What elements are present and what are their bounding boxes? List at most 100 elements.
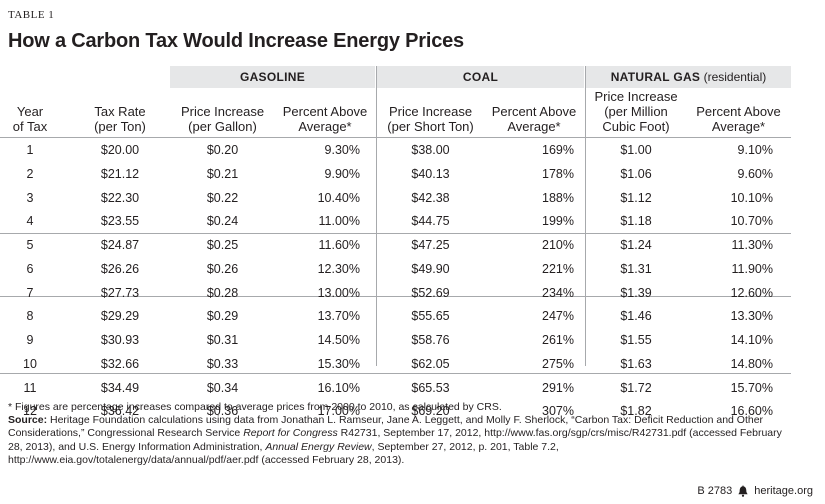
cell-natural-gas-percent: 16.60% bbox=[730, 404, 773, 419]
cell-coal-percent: 275% bbox=[542, 356, 574, 371]
cell-natural-gas-price: $1.82 bbox=[620, 404, 652, 419]
cell-gas-price: $0.34 bbox=[206, 380, 239, 395]
cell-gas-percent: 12.30% bbox=[317, 261, 360, 276]
footnote: * Figures are percentage increases compa… bbox=[8, 401, 502, 413]
cell-coal-price: $69.20 bbox=[411, 404, 450, 419]
header-natural-gas-price-line3: Cubic Foot) bbox=[602, 119, 670, 134]
cell-coal-percent: 234% bbox=[542, 285, 574, 300]
cell-natural-gas-price: $1.12 bbox=[620, 190, 652, 205]
cell-natural-gas-price: $1.72 bbox=[620, 380, 652, 395]
header-year-line1: Year bbox=[16, 104, 44, 119]
cell-natural-gas-price: $1.55 bbox=[620, 333, 652, 347]
header-natural-gas-percent-line1: Percent Above bbox=[696, 104, 781, 119]
group-gasoline-label: GASOLINE bbox=[239, 70, 306, 84]
cell-gas-percent: 13.70% bbox=[317, 309, 360, 324]
cell-tax-rate: $36.42 bbox=[100, 404, 140, 419]
credit-site: heritage.org bbox=[754, 485, 813, 497]
header-year-line2: of Tax bbox=[12, 119, 48, 134]
table-row: 6 $26.26 $0.26 12.30% $49.90 221% $1.31 11.90% bbox=[0, 258, 825, 282]
cell-gas-price: $0.22 bbox=[206, 190, 239, 205]
cell-gas-percent: 16.10% bbox=[317, 380, 360, 395]
cell-coal-price: $40.13 bbox=[411, 166, 450, 181]
cell-gas-percent: 13.00% bbox=[317, 285, 360, 300]
credit-code: B 2783 bbox=[697, 485, 733, 497]
cell-year: 8 bbox=[26, 309, 34, 324]
header-coal-price-line2: (per Short Ton) bbox=[387, 119, 474, 134]
table-row: 12 $36.42 $0.36 17.00% $69.20 307% $1.82 16.60% bbox=[0, 400, 825, 424]
cell-natural-gas-price: $1.24 bbox=[620, 238, 652, 252]
cell-gas-percent: 17.00% bbox=[317, 404, 360, 419]
header-tax-rate-line2: (per Ton) bbox=[94, 119, 146, 134]
cell-gas-price: $0.28 bbox=[206, 285, 239, 300]
cell-year: 4 bbox=[26, 214, 34, 229]
cell-gas-price: $0.25 bbox=[206, 238, 239, 252]
cell-year: 9 bbox=[26, 333, 34, 347]
header-gas-percent: Percent Above Average* bbox=[275, 92, 375, 134]
cell-tax-rate: $32.66 bbox=[100, 356, 140, 371]
cell-natural-gas-percent: 9.60% bbox=[737, 166, 773, 181]
cell-tax-rate: $20.00 bbox=[100, 143, 140, 157]
cell-natural-gas-price: $1.18 bbox=[620, 214, 652, 229]
header-tax-rate-line1: Tax Rate bbox=[94, 104, 146, 119]
header-gas-price: Price Increase (per Gallon) bbox=[170, 92, 275, 134]
header-coal-percent-line1: Percent Above bbox=[491, 104, 577, 119]
cell-coal-percent: 291% bbox=[542, 380, 574, 395]
cell-gas-price: $0.24 bbox=[206, 214, 239, 229]
cell-natural-gas-percent: 10.10% bbox=[730, 190, 773, 205]
cell-gas-percent: 15.30% bbox=[317, 356, 360, 371]
source-note: Source: Heritage Foundation calculations… bbox=[8, 414, 788, 468]
table-title: How a Carbon Tax Would Increase Energy P… bbox=[8, 30, 464, 52]
group-gasoline: GASOLINE bbox=[170, 66, 375, 88]
source-label: Source: bbox=[8, 414, 48, 426]
table-row: 3 $22.30 $0.22 10.40% $42.38 188% $1.12 10.10% bbox=[0, 187, 825, 211]
cell-year: 10 bbox=[23, 356, 37, 371]
cell-year: 7 bbox=[26, 285, 34, 300]
cell-coal-price: $62.05 bbox=[411, 356, 450, 371]
table-row: 11 $34.49 $0.34 16.10% $65.53 291% $1.72 15.70% bbox=[0, 377, 825, 401]
cell-tax-rate: $26.26 bbox=[100, 261, 140, 276]
table-row: 8 $29.29 $0.29 13.70% $55.65 247% $1.46 13.30% bbox=[0, 305, 825, 329]
cell-coal-percent: 307% bbox=[542, 404, 574, 419]
header-gas-price-line2: (per Gallon) bbox=[188, 119, 257, 134]
cell-gas-percent: 9.90% bbox=[324, 166, 360, 181]
cell-tax-rate: $34.49 bbox=[100, 380, 140, 395]
cell-natural-gas-percent: 15.70% bbox=[730, 380, 773, 395]
cell-coal-percent: 221% bbox=[542, 261, 574, 276]
header-tax-rate: Tax Rate (per Ton) bbox=[70, 92, 170, 134]
header-gas-price-line1: Price Increase bbox=[180, 104, 265, 119]
cell-tax-rate: $23.55 bbox=[100, 214, 140, 229]
cell-year: 1 bbox=[26, 143, 34, 157]
header-year: Year of Tax bbox=[0, 92, 60, 134]
header-coal-price: Price Increase (per Short Ton) bbox=[377, 92, 484, 134]
table-row: 1 $20.00 $0.20 9.30% $38.00 169% $1.00 9.10% bbox=[0, 139, 825, 163]
table-bottom-rule bbox=[0, 373, 791, 374]
group-natural-gas: NATURAL GAS (residential) bbox=[586, 66, 791, 88]
table-label: TABLE 1 bbox=[8, 9, 55, 21]
cell-gas-price: $0.21 bbox=[206, 166, 239, 181]
cell-gas-percent: 11.60% bbox=[318, 238, 360, 252]
group-coal: COAL bbox=[377, 66, 584, 88]
cell-year: 11 bbox=[23, 380, 37, 395]
source-text-2: R42731, September 17, 2012, http://www.f… bbox=[8, 427, 782, 453]
cell-year: 3 bbox=[26, 190, 34, 205]
table-row: 5 $24.87 $0.25 11.60% $47.25 210% $1.24 11.30% bbox=[0, 234, 825, 258]
cell-natural-gas-price: $1.00 bbox=[620, 143, 652, 157]
cell-coal-price: $47.25 bbox=[411, 238, 450, 252]
group-rule bbox=[0, 233, 791, 234]
source-text-1: Heritage Foundation calculations using d… bbox=[8, 414, 764, 440]
cell-tax-rate: $29.29 bbox=[100, 309, 140, 324]
column-divider bbox=[376, 66, 377, 366]
credit-line: B 2783 heritage.org bbox=[697, 485, 813, 497]
header-coal-percent-line2: Average* bbox=[507, 119, 561, 134]
group-rule bbox=[0, 296, 791, 297]
group-coal-label: COAL bbox=[462, 70, 499, 84]
cell-gas-price: $0.31 bbox=[206, 333, 239, 347]
cell-natural-gas-price: $1.63 bbox=[620, 356, 652, 371]
cell-year: 2 bbox=[26, 166, 34, 181]
cell-natural-gas-percent: 14.80% bbox=[730, 356, 773, 371]
cell-coal-percent: 178% bbox=[542, 166, 574, 181]
group-natural-gas-label: NATURAL GAS bbox=[610, 70, 701, 84]
cell-coal-percent: 261% bbox=[542, 333, 574, 347]
cell-tax-rate: $21.12 bbox=[100, 166, 140, 181]
header-natural-gas-percent: Percent Above Average* bbox=[686, 92, 791, 134]
